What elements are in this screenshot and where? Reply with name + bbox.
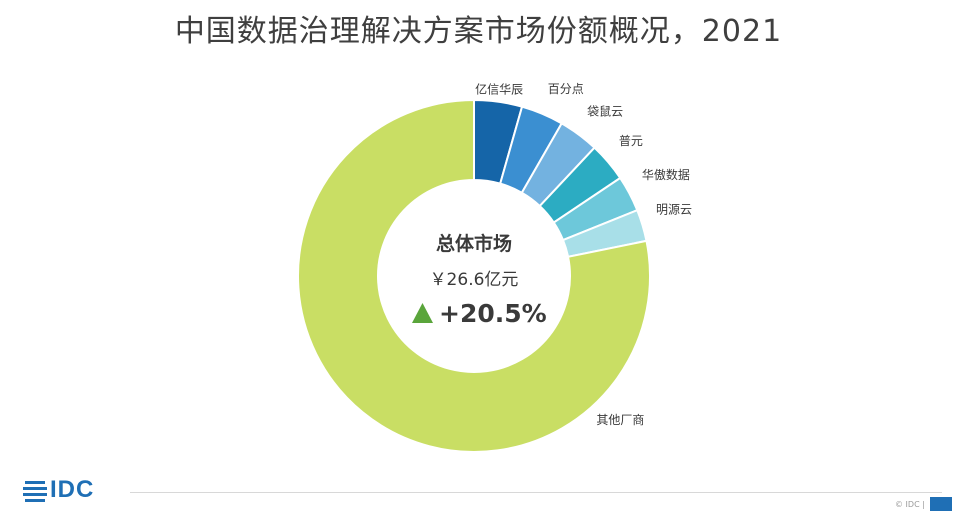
slice-label-2: 袋鼠云 [587, 104, 623, 118]
center-value: ￥26.6亿元 [430, 270, 519, 290]
slice-6 [297, 98, 651, 453]
slice-label-5: 明源云 [656, 202, 692, 216]
slice-label-1: 百分点 [548, 82, 584, 96]
growth-up-icon [412, 303, 433, 323]
slice-label-3: 普元 [619, 134, 643, 148]
footer-accent-bar [930, 497, 952, 511]
footer-divider [130, 492, 942, 493]
idc-logo: IDC [22, 476, 95, 503]
chart-title: 中国数据治理解决方案市场份额概况，2021 [174, 14, 783, 49]
center-title: 总体市场 [436, 232, 512, 255]
slice-label-4: 华傲数据 [642, 167, 690, 182]
copyright-text: © IDC | [895, 500, 925, 509]
slice-label-0: 亿信华辰 [475, 82, 523, 97]
slice-label-6: 其他厂商 [596, 412, 644, 427]
idc-logo-icon [23, 481, 47, 502]
center-growth: +20.5% [439, 299, 547, 328]
logo-text: IDC [50, 476, 95, 503]
donut-slices [297, 98, 651, 453]
